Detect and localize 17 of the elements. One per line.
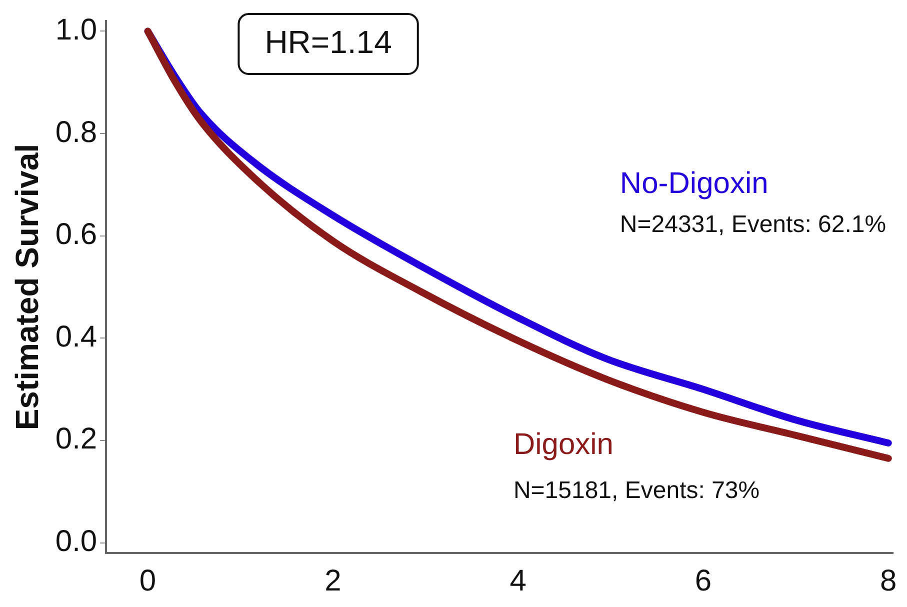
y-tick-label: 0.8: [55, 116, 98, 149]
x-tick-label: 0: [139, 564, 156, 598]
y-tick-label: 0.2: [55, 422, 98, 456]
x-tick-label: 2: [324, 564, 342, 598]
text: No-Digoxin: [620, 166, 768, 200]
x-tick-label: 4: [510, 564, 526, 598]
x-tick-label: 8: [880, 564, 897, 598]
x-tick-label: 6: [694, 564, 712, 598]
y-tick-label: 0.4: [55, 320, 98, 354]
y-tick-label: 1.0: [55, 13, 98, 46]
series-label: Digoxin: [513, 428, 614, 461]
annotation: N=24331, Events: 62.1%: [620, 211, 886, 238]
annotation: HR=1.14: [264, 24, 392, 60]
annotation: N=15181, Events: 73%: [513, 477, 760, 504]
y-tick-label: 0.6: [55, 218, 98, 252]
y-tick-label: 0.0: [55, 525, 98, 558]
y-axis-title: Estimated Survival: [9, 144, 46, 430]
